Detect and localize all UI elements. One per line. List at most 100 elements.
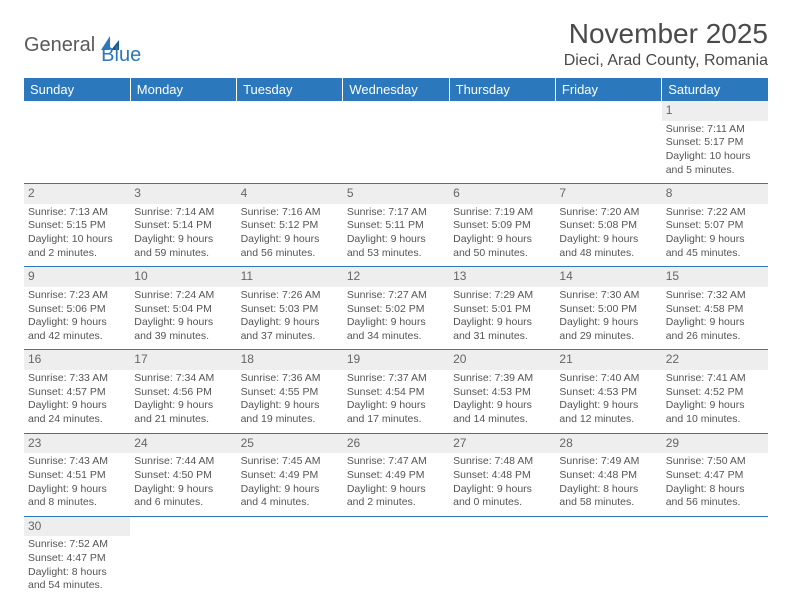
sunset-line: Sunset: 5:08 PM <box>559 219 657 233</box>
sunset-line: Sunset: 4:57 PM <box>28 386 126 400</box>
day-number: 3 <box>130 184 236 204</box>
day-number: 11 <box>237 267 343 287</box>
sunrise-line: Sunrise: 7:13 AM <box>28 206 126 220</box>
sunset-line: Sunset: 4:48 PM <box>453 469 551 483</box>
calendar-cell: 12Sunrise: 7:27 AMSunset: 5:02 PMDayligh… <box>343 267 449 350</box>
sunrise-line: Sunrise: 7:43 AM <box>28 455 126 469</box>
sunset-line: Sunset: 4:49 PM <box>241 469 339 483</box>
weekday-header: Thursday <box>449 78 555 101</box>
day-number: 8 <box>662 184 768 204</box>
daylight-line: Daylight: 9 hours <box>666 233 764 247</box>
daylight-line: Daylight: 9 hours <box>453 233 551 247</box>
sunset-line: Sunset: 4:50 PM <box>134 469 232 483</box>
daylight-line: and 17 minutes. <box>347 413 445 427</box>
daylight-line: Daylight: 10 hours <box>666 150 764 164</box>
calendar-cell: 26Sunrise: 7:47 AMSunset: 4:49 PMDayligh… <box>343 433 449 516</box>
daylight-line: and 50 minutes. <box>453 247 551 261</box>
day-number: 20 <box>449 350 555 370</box>
daylight-line: Daylight: 9 hours <box>666 399 764 413</box>
daylight-line: and 2 minutes. <box>347 496 445 510</box>
calendar-cell: 14 Sunrise: 7:30 AMSunset: 5:00 PMDayligh… <box>555 267 661 350</box>
calendar-cell: 19 Sunrise: 7:37 AMSunset: 4:54 PMDayligh… <box>343 350 449 433</box>
calendar-cell: 3Sunrise: 7:14 AMSunset: 5:14 PMDaylight… <box>130 184 236 267</box>
calendar-cell: 8Sunrise: 7:22 AMSunset: 5:07 PMDaylight… <box>662 184 768 267</box>
daylight-line: Daylight: 9 hours <box>134 399 232 413</box>
sunrise-line: Sunrise: 7:22 AM <box>666 206 764 220</box>
calendar-row: 23Sunrise: 7:43 AMSunset: 4:51 PMDayligh… <box>24 433 768 516</box>
calendar-cell: 2Sunrise: 7:13 AMSunset: 5:15 PMDaylight… <box>24 184 130 267</box>
day-number: 22 <box>662 350 768 370</box>
day-number: 30 <box>24 517 130 537</box>
daylight-line: and 21 minutes. <box>134 413 232 427</box>
daylight-line: and 29 minutes. <box>559 330 657 344</box>
daylight-line: Daylight: 9 hours <box>453 399 551 413</box>
calendar-cell-empty <box>237 516 343 599</box>
sunrise-line: Sunrise: 7:37 AM <box>347 372 445 386</box>
calendar-cell: 5Sunrise: 7:17 AMSunset: 5:11 PMDaylight… <box>343 184 449 267</box>
daylight-line: Daylight: 9 hours <box>347 233 445 247</box>
sunset-line: Sunset: 5:02 PM <box>347 303 445 317</box>
daylight-line: Daylight: 9 hours <box>559 316 657 330</box>
calendar-row: 1Sunrise: 7:11 AMSunset: 5:17 PMDaylight… <box>24 101 768 184</box>
sunset-line: Sunset: 4:52 PM <box>666 386 764 400</box>
day-number: 29 <box>662 434 768 454</box>
daylight-line: Daylight: 9 hours <box>241 316 339 330</box>
calendar-cell-empty <box>343 101 449 184</box>
day-number: 5 <box>343 184 449 204</box>
daylight-line: and 19 minutes. <box>241 413 339 427</box>
sunrise-line: Sunrise: 7:30 AM <box>559 289 657 303</box>
daylight-line: Daylight: 9 hours <box>28 316 126 330</box>
calendar-cell: 4Sunrise: 7:16 AMSunset: 5:12 PMDaylight… <box>237 184 343 267</box>
sunrise-line: Sunrise: 7:19 AM <box>453 206 551 220</box>
calendar-cell: 23Sunrise: 7:43 AMSunset: 4:51 PMDayligh… <box>24 433 130 516</box>
calendar-cell: 13Sunrise: 7:29 AMSunset: 5:01 PMDayligh… <box>449 267 555 350</box>
daylight-line: Daylight: 9 hours <box>28 399 126 413</box>
calendar-cell-empty <box>130 101 236 184</box>
daylight-line: Daylight: 9 hours <box>347 399 445 413</box>
daylight-line: and 24 minutes. <box>28 413 126 427</box>
sunrise-line: Sunrise: 7:32 AM <box>666 289 764 303</box>
sunrise-line: Sunrise: 7:27 AM <box>347 289 445 303</box>
day-number: 13 <box>449 267 555 287</box>
sunrise-line: Sunrise: 7:44 AM <box>134 455 232 469</box>
calendar-cell: 29Sunrise: 7:50 AMSunset: 4:47 PMDayligh… <box>662 433 768 516</box>
daylight-line: and 56 minutes. <box>241 247 339 261</box>
calendar-row: 30Sunrise: 7:52 AMSunset: 4:47 PMDayligh… <box>24 516 768 599</box>
sunrise-line: Sunrise: 7:26 AM <box>241 289 339 303</box>
sunset-line: Sunset: 5:00 PM <box>559 303 657 317</box>
daylight-line: and 4 minutes. <box>241 496 339 510</box>
sunset-line: Sunset: 4:54 PM <box>347 386 445 400</box>
calendar-cell-empty <box>237 101 343 184</box>
daylight-line: and 5 minutes. <box>666 164 764 178</box>
calendar-cell: 10Sunrise: 7:24 AMSunset: 5:04 PMDayligh… <box>130 267 236 350</box>
calendar-cell-empty <box>662 516 768 599</box>
sunset-line: Sunset: 5:09 PM <box>453 219 551 233</box>
day-number: 19 <box>343 350 449 370</box>
sunrise-line: Sunrise: 7:48 AM <box>453 455 551 469</box>
day-number: 4 <box>237 184 343 204</box>
day-number: 15 <box>662 267 768 287</box>
calendar-cell: 1Sunrise: 7:11 AMSunset: 5:17 PMDaylight… <box>662 101 768 184</box>
calendar-cell: 22Sunrise: 7:41 AMSunset: 4:52 PMDayligh… <box>662 350 768 433</box>
day-number: 14 <box>555 267 661 287</box>
calendar-cell-empty <box>555 516 661 599</box>
daylight-line: and 0 minutes. <box>453 496 551 510</box>
daylight-line: Daylight: 9 hours <box>134 483 232 497</box>
title-block: November 2025 Dieci, Arad County, Romani… <box>564 18 768 70</box>
sunset-line: Sunset: 5:04 PM <box>134 303 232 317</box>
daylight-line: Daylight: 9 hours <box>559 399 657 413</box>
daylight-line: Daylight: 9 hours <box>666 316 764 330</box>
day-number: 21 <box>555 350 661 370</box>
daylight-line: and 34 minutes. <box>347 330 445 344</box>
calendar-cell: 11Sunrise: 7:26 AMSunset: 5:03 PMDayligh… <box>237 267 343 350</box>
sunrise-line: Sunrise: 7:47 AM <box>347 455 445 469</box>
daylight-line: and 6 minutes. <box>134 496 232 510</box>
calendar-row: 2Sunrise: 7:13 AMSunset: 5:15 PMDaylight… <box>24 184 768 267</box>
daylight-line: and 45 minutes. <box>666 247 764 261</box>
sunrise-line: Sunrise: 7:11 AM <box>666 123 764 137</box>
daylight-line: and 58 minutes. <box>559 496 657 510</box>
logo: General Blue <box>24 24 141 67</box>
sunrise-line: Sunrise: 7:52 AM <box>28 538 126 552</box>
sunrise-line: Sunrise: 7:16 AM <box>241 206 339 220</box>
calendar-cell: 25Sunrise: 7:45 AMSunset: 4:49 PMDayligh… <box>237 433 343 516</box>
